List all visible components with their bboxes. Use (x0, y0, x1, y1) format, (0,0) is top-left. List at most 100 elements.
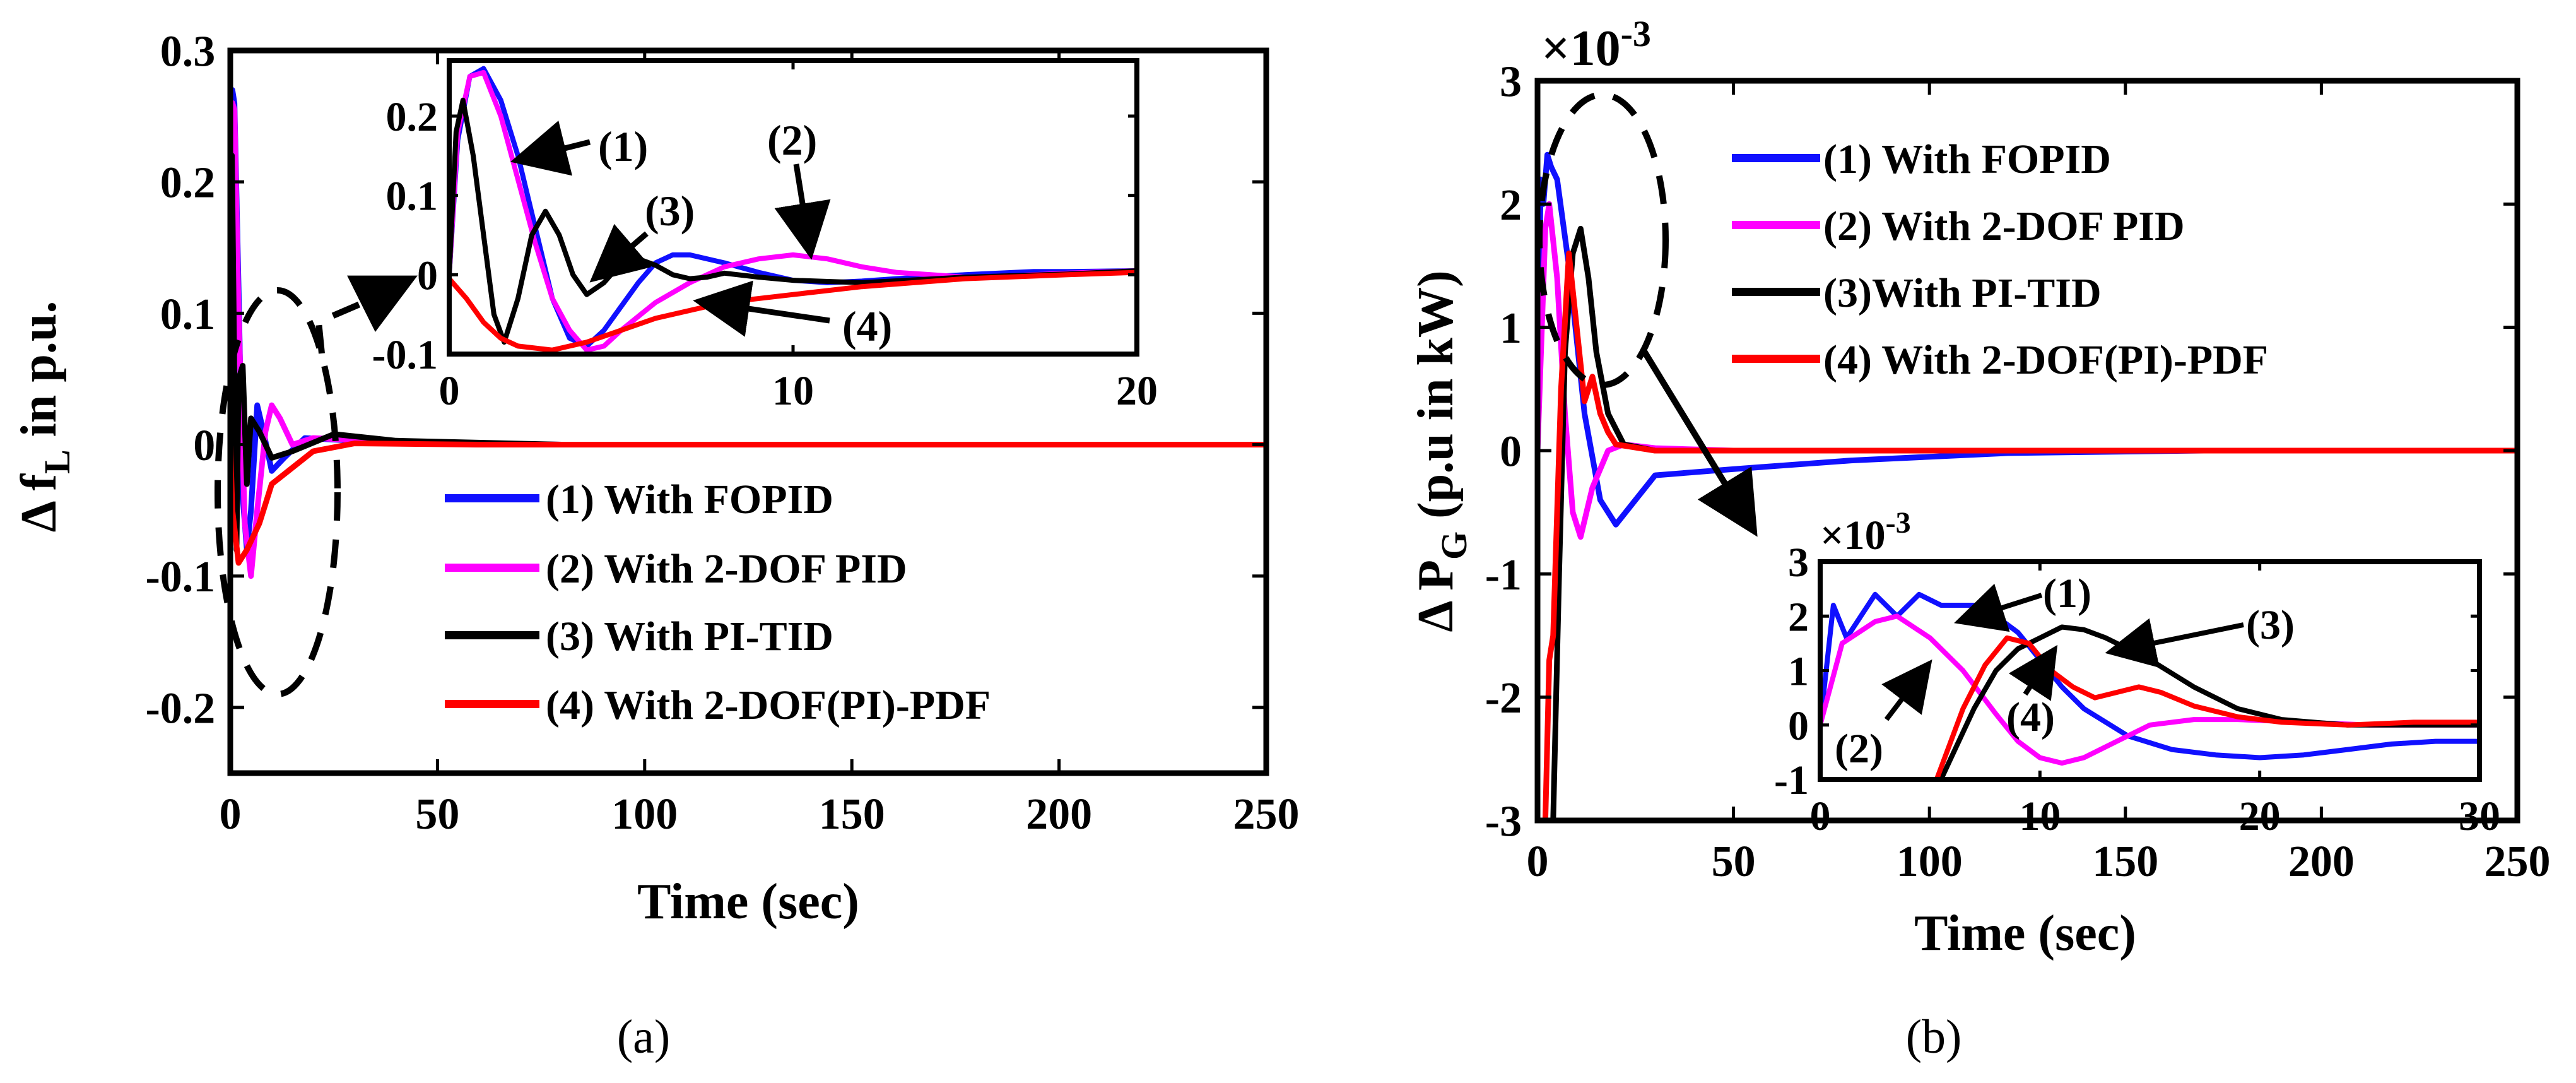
x-tick-label-b-inset-2: 20 (2239, 793, 2281, 839)
series-line-a-3 (230, 153, 1266, 553)
x-tick-label-b-5: 250 (2485, 837, 2551, 886)
panel-b-inset-arrow-4 (2008, 644, 2058, 701)
panel-a-ylabel-sub: L (37, 449, 78, 474)
panel-a-legend-entry-3: (3) With PI-TID (546, 613, 833, 660)
panel-a-ylabel-suffix: in p.u. (11, 301, 67, 450)
panel-b-ylabel-main: Δ P (1408, 560, 1464, 632)
panel-b-ylabel-sub: G (1433, 531, 1474, 560)
panel-a-zoom-ellipse (215, 287, 341, 697)
x-tick-label-b-inset-0: 0 (1810, 793, 1831, 839)
panel-b-legend-entry-4: (4) With 2-DOF(PI)-PDF (1823, 337, 2268, 383)
panel-b-legend-swatch-4 (1732, 355, 1820, 363)
x-tick-label-a-inset-2: 20 (1116, 368, 1158, 414)
y-tick-label-a-2: 0 (193, 422, 215, 470)
y-tick-label-a-3: 0.1 (160, 290, 216, 339)
y-tick-label-b-inset-1: 0 (1788, 703, 1809, 749)
panel-b-zoom-ellipse (1536, 92, 1669, 388)
panel-b-inset-exponent: ×10-3 (1820, 506, 1911, 559)
y-tick-label-b-inset-2: 1 (1788, 649, 1809, 695)
x-tick-label-a-0: 0 (220, 790, 242, 839)
y-tick-label-b-2: -1 (1485, 551, 1522, 600)
panel-a-legend-entry-2: (2) With 2-DOF PID (546, 546, 907, 592)
panel-a-inset-arrow-3 (589, 223, 652, 283)
series-line-a-inset-3 (449, 97, 1137, 345)
panel-b-inset-annotation-1: (1) (2043, 571, 2091, 617)
panel-a-legend-entry-4: (4) With 2-DOF(PI)-PDF (546, 682, 991, 728)
panel-a-legend: (1) With FOPID (2) With 2-DOF PID (3) Wi… (445, 476, 991, 728)
panel-a-inset-arrow-2 (774, 163, 831, 260)
panel-b-legend-swatch-3 (1732, 288, 1820, 296)
panel-a-axes: 0 50 100 150 200 250-0.2-0.100.10.20.3 (145, 28, 1299, 839)
x-tick-label-a-3: 150 (819, 790, 885, 839)
panel-b-legend-swatch-1 (1732, 154, 1820, 162)
panel-a-inset-series (449, 66, 1137, 353)
panel-a-ylabel-main: Δ f (11, 473, 67, 533)
panel-a-inset-axes: 0 10 20-0.100.10.2 (372, 61, 1158, 414)
x-tick-label-a-1: 50 (415, 790, 459, 839)
y-tick-label-a-4: 0.2 (160, 159, 216, 208)
panel-b-legend-entry-1: (1) With FOPID (1823, 136, 2111, 182)
y-tick-label-b-5: 2 (1500, 181, 1522, 230)
y-tick-label-b-inset-4: 3 (1788, 540, 1809, 586)
panel-b-frame (1534, 78, 2520, 824)
svg-text:Δ fL in p.u.: Δ fL in p.u. (11, 301, 78, 533)
x-tick-label-b-3: 150 (2092, 837, 2158, 886)
panel-b-legend: (1) With FOPID (2) With 2-DOF PID (3)Wit… (1732, 136, 2268, 383)
panel-a-ylabel: Δ fL in p.u. (11, 301, 78, 533)
y-tick-label-b-inset-0: -1 (1774, 757, 1809, 803)
panel-b-ylabel-suffix: (p.u in kW) (1408, 270, 1464, 531)
x-tick-label-a-inset-1: 10 (772, 368, 814, 414)
x-tick-label-b-4: 200 (2288, 837, 2355, 886)
panel-b-xlabel: Time (sec) (1914, 906, 2136, 961)
series-line-a-inset-4 (449, 269, 1137, 353)
panel-b-inset-arrow-1 (1954, 583, 2043, 632)
panel-a-inset-arrow-1 (510, 121, 591, 176)
panel-a-inset-arrow-4 (693, 280, 830, 337)
x-tick-label-b-1: 50 (1712, 837, 1756, 886)
panel-a-inset: 0 10 20-0.100.10.2 (1) (2) (3) (4) (372, 58, 1158, 414)
y-tick-label-a-1: -0.1 (145, 553, 215, 601)
series-line-b-inset-4 (1934, 635, 2479, 779)
panel-a-caption: (a) (617, 1010, 670, 1063)
panel-a-inset-frame (447, 58, 1139, 357)
panel-b-inset-annotation-3: (3) (2246, 602, 2295, 648)
svg-text:Δ PG (p.u in kW): Δ PG (p.u in kW) (1408, 270, 1474, 632)
y-tick-label-b-4: 1 (1500, 304, 1522, 353)
y-tick-label-a-inset-3: 0.2 (386, 94, 438, 140)
y-tick-label-a-0: -0.2 (145, 684, 215, 733)
panel-b-exponent: ×10-3 (1541, 13, 1651, 76)
series-line-b-1 (1538, 151, 2517, 528)
x-tick-label-a-4: 200 (1026, 790, 1092, 839)
series-line-a-4 (230, 441, 1266, 566)
y-tick-label-b-3: 0 (1500, 428, 1522, 476)
panel-a-legend-swatch-2 (445, 564, 539, 572)
panel-b-inset-annotation-4: (4) (2006, 694, 2055, 740)
x-tick-label-b-inset-1: 10 (2019, 793, 2061, 839)
panel-a-legend-swatch-4 (445, 700, 539, 708)
panel-a-legend-swatch-1 (445, 494, 539, 502)
panel-b-zoom-arrow (1640, 348, 1758, 537)
y-tick-label-a-inset-1: 0 (417, 252, 438, 299)
y-tick-label-a-5: 0.3 (160, 28, 216, 76)
panel-a-inset-annotation-3: (3) (645, 187, 695, 235)
x-tick-label-b-0: 0 (1527, 837, 1549, 886)
panel-a-inset-annotation-1: (1) (598, 122, 648, 170)
y-tick-label-b-6: 3 (1500, 58, 1522, 107)
panel-a-zoom-arrow (315, 275, 418, 354)
panel-b-legend-entry-3: (3)With PI-TID (1823, 270, 2102, 316)
x-tick-label-a-2: 100 (611, 790, 678, 839)
y-tick-label-a-inset-0: -0.1 (372, 332, 438, 378)
panel-a-inset-annotation-4: (4) (842, 302, 892, 350)
panel-b-inset-arrow-2 (1881, 659, 1932, 721)
panel-b-legend-swatch-2 (1732, 221, 1820, 229)
panel-b-inset-arrow-3 (2105, 618, 2244, 668)
panel-a-inset-background (449, 61, 1137, 354)
panel-a-legend-swatch-3 (445, 631, 539, 639)
y-tick-label-b-0: -3 (1485, 798, 1522, 846)
panel-b-ylabel: Δ PG (p.u in kW) (1408, 270, 1474, 632)
